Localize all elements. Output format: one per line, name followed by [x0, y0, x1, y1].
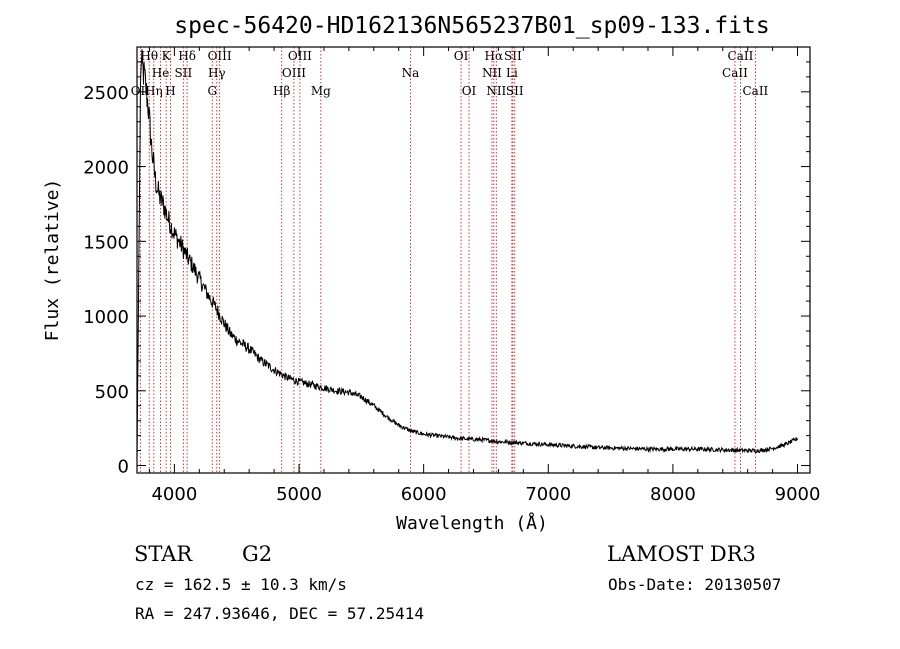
object-subclass: G2 [242, 542, 272, 566]
line-marker-label: Li [506, 66, 518, 80]
line-marker-label: Hθ [140, 49, 158, 63]
x-axis: 4000 5000 6000 7000 8000 9000 [148, 47, 821, 505]
line-marker-label: Hη [145, 84, 163, 98]
line-marker-label: H [165, 84, 175, 98]
plot-frame [136, 46, 811, 474]
line-marker-label: CaII [728, 49, 754, 63]
line-marker-label: SII [175, 66, 193, 80]
line-marker-label: G [207, 84, 217, 98]
line-marker-label: OIII [282, 66, 306, 80]
line-marker-label: K [162, 49, 172, 63]
y-axis: 0 500 1000 1500 2000 2500 [83, 61, 810, 478]
y-axis-label: Flux (relative) [42, 179, 63, 342]
line-marker-label: Mg [311, 84, 331, 98]
line-marker-label: OI [462, 84, 477, 98]
x-tick-label: 9000 [775, 484, 821, 505]
x-tick-label: 5000 [276, 484, 322, 505]
y-tick-label: 1000 [83, 307, 129, 328]
y-tick-label: 2000 [83, 158, 129, 179]
survey-name: LAMOST DR3 [607, 542, 756, 566]
x-tick-label: 6000 [401, 484, 447, 505]
line-marker-label: Hγ [208, 66, 226, 80]
line-marker-label: OIII [208, 49, 232, 63]
line-marker-label: SII [504, 49, 522, 63]
y-tick-label: 500 [95, 382, 129, 403]
chart-title: spec-56420-HD162136N565237B01_sp09-133.f… [174, 13, 769, 39]
ra-dec: RA = 247.93646, DEC = 57.25414 [135, 604, 424, 623]
y-tick-label: 0 [118, 457, 129, 478]
line-marker-label: NII [486, 84, 506, 98]
y-tick-label: 2500 [83, 83, 129, 104]
line-marker-label: Hβ [273, 84, 290, 98]
line-marker-label: SII [506, 84, 524, 98]
obs-date: Obs-Date: 20130507 [608, 575, 781, 594]
line-marker-label: Hδ [178, 49, 196, 63]
flux-series-group [136, 49, 798, 459]
line-marker-label: Hα [485, 49, 504, 63]
line-marker-label: He [152, 66, 170, 80]
flux-series-line [136, 49, 798, 459]
x-axis-label: Wavelength (Å) [396, 512, 548, 534]
x-tick-label: 8000 [650, 484, 696, 505]
y-tick-label: 1500 [83, 232, 129, 253]
x-tick-label: 7000 [525, 484, 571, 505]
redshift-cz: cz = 162.5 ± 10.3 km/s [135, 575, 347, 594]
object-class: STAR [134, 542, 193, 566]
line-marker-label: CaII [742, 84, 768, 98]
line-marker-label: CaII [722, 66, 748, 80]
line-marker-label: Na [402, 66, 420, 80]
line-marker-label: OI [454, 49, 469, 63]
line-marker-label: OIII [288, 49, 312, 63]
x-tick-label: 4000 [151, 484, 197, 505]
line-marker-label: NII [482, 66, 502, 80]
